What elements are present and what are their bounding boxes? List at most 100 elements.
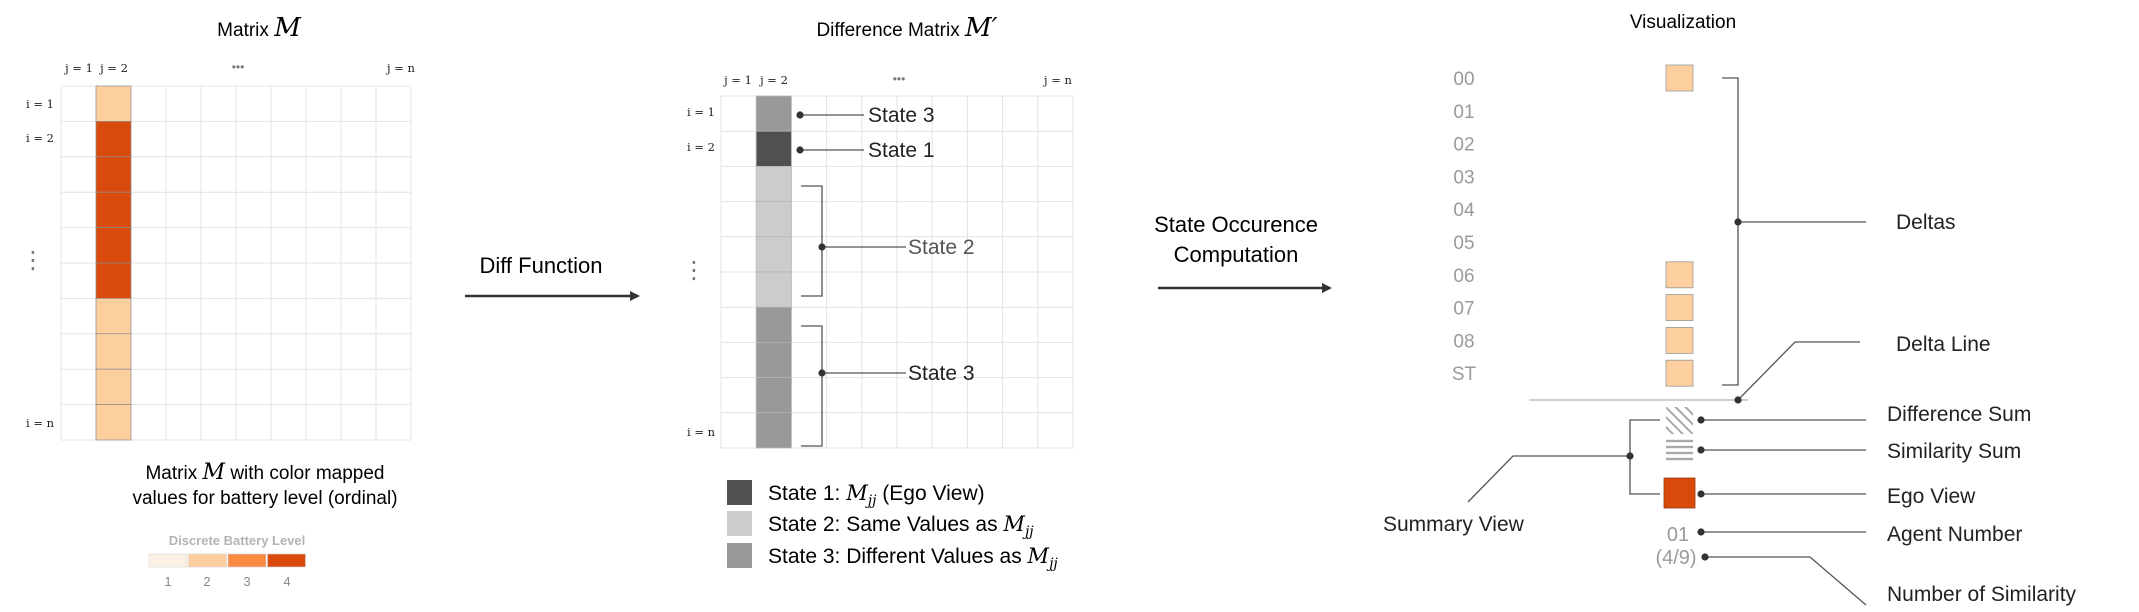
matrix-panel: Matrix M j = 1 j = 2 ••• j = n i = 1 i =… xyxy=(21,13,416,589)
matrix-cell-level-4 xyxy=(95,121,132,158)
difference-matrix-row-labels: i = 1 i = 2 ⋮ i = n xyxy=(682,105,716,439)
matrix-cell-level-2 xyxy=(95,404,132,441)
diff-col-ellipsis: ••• xyxy=(893,72,906,86)
matrix-col-label-1: j = 1 xyxy=(63,61,93,75)
matrix-row-label-1: i = 1 xyxy=(26,97,54,111)
similarity-sum-glyph xyxy=(1666,437,1693,461)
battery-legend-title: Discrete Battery Level xyxy=(169,533,306,548)
visualization-row-label: 03 xyxy=(1453,167,1474,188)
battery-legend-swatches xyxy=(148,553,306,568)
difference-sum-glyph xyxy=(1666,407,1693,434)
ego-view-dot xyxy=(1697,490,1705,498)
annotation-state3-bottom: State 3 xyxy=(908,362,975,385)
matrix-cells xyxy=(95,85,132,441)
state3-legend-text: State 3: Different Values as Mjj xyxy=(768,544,1058,572)
matrix-cell-level-2 xyxy=(95,368,132,405)
matrix-col-label-n: j = n xyxy=(385,61,416,75)
state1-dot xyxy=(796,146,804,154)
agent-number-dot xyxy=(1697,528,1705,536)
occurrence-label-line2: Computation xyxy=(1174,242,1299,267)
label-similarity-sum: Similarity Sum xyxy=(1887,440,2021,463)
visualization-connectors xyxy=(1467,77,1867,606)
visualization-labels: Deltas Delta Line Difference Sum Similar… xyxy=(1383,211,2077,606)
battery-legend: Discrete Battery Level 1 2 3 4 xyxy=(148,533,306,589)
diff-cell-state-2 xyxy=(755,236,792,273)
delta-box xyxy=(1665,294,1694,322)
matrix-row-label-n: i = n xyxy=(26,416,55,430)
state2-dot xyxy=(818,243,826,251)
state1-swatch xyxy=(727,480,752,505)
matrix-cell-level-4 xyxy=(95,227,132,264)
similarity-count-dot xyxy=(1701,553,1709,561)
state3-swatch xyxy=(727,543,752,568)
label-ego-view: Ego View xyxy=(1887,485,1976,508)
ego-view-glyph xyxy=(1663,477,1696,509)
visualization-rows: 00 01 02 03 04 05 06 07 08 ST xyxy=(1452,64,1694,387)
matrix-col-label-2: j = 2 xyxy=(98,61,128,75)
difference-sum-dot xyxy=(1697,416,1705,424)
matrix-col-ellipsis: ••• xyxy=(232,60,245,74)
visualization-row-label: 05 xyxy=(1453,233,1474,254)
state-annotation-dots xyxy=(796,111,826,377)
visualization-connector-dots xyxy=(1626,218,1742,561)
battery-legend-swatch-1 xyxy=(148,553,188,568)
diff-row-label-n: i = n xyxy=(687,425,716,439)
diff-function-step: Diff Function xyxy=(465,253,640,301)
visualization-row-label: 01 xyxy=(1453,102,1474,123)
label-deltas: Deltas xyxy=(1896,211,1956,234)
label-number-of-similarity: Number of Similarity xyxy=(1887,583,2077,606)
matrix-row-label-2: i = 2 xyxy=(26,131,54,145)
battery-legend-swatch-2 xyxy=(188,553,227,568)
label-summary-view: Summary View xyxy=(1383,513,1525,536)
battery-legend-label-1: 1 xyxy=(164,574,171,589)
state2-swatch xyxy=(727,511,752,536)
battery-legend-swatch-4 xyxy=(267,553,306,568)
summary-view-leader xyxy=(1467,455,1630,503)
diff-col-label-2: j = 2 xyxy=(758,73,788,87)
matrix-caption-line2: values for battery level (ordinal) xyxy=(132,488,397,509)
matrix-title: Matrix M xyxy=(217,13,302,43)
diff-row-ellipsis: ⋮ xyxy=(682,257,706,284)
label-agent-number: Agent Number xyxy=(1887,523,2022,546)
annotation-state1: State 1 xyxy=(868,139,935,162)
diff-cell-state-2 xyxy=(755,166,792,202)
summary-dot xyxy=(1626,452,1634,460)
difference-matrix-panel: Difference Matrix M′ j = 1 j = 2 ••• j =… xyxy=(682,13,1074,572)
diff-cell-state-3 xyxy=(755,95,792,132)
matrix-row-ellipsis: ⋮ xyxy=(21,247,45,274)
annotation-state2: State 2 xyxy=(908,236,975,259)
similarity-count: (4/9) xyxy=(1655,547,1696,569)
battery-legend-swatch-3 xyxy=(227,553,267,568)
label-difference-sum: Difference Sum xyxy=(1887,403,2031,426)
delta-box xyxy=(1665,261,1694,289)
visualization-row-label: 08 xyxy=(1453,331,1474,352)
label-delta-line: Delta Line xyxy=(1896,333,1991,356)
diff-function-label: Diff Function xyxy=(479,253,602,278)
occurrence-label-line1: State Occurence xyxy=(1154,212,1318,237)
similarity-sum-dot xyxy=(1697,446,1705,454)
difference-matrix-cells xyxy=(755,95,792,449)
diff-row-label-2: i = 2 xyxy=(687,140,715,154)
summary-bracket xyxy=(1629,419,1660,495)
agent-number: 01 xyxy=(1667,524,1689,546)
diff-col-label-1: j = 1 xyxy=(722,73,752,87)
state1-legend-text: State 1: Mjj (Ego View) xyxy=(768,481,985,509)
state3-top-dot xyxy=(796,111,804,119)
delta-line-leader xyxy=(1737,341,1860,401)
difference-matrix-column-labels: j = 1 j = 2 ••• j = n xyxy=(722,72,1072,87)
state-legend: State 1: Mjj (Ego View) State 2: Same Va… xyxy=(727,480,1058,572)
state-annotations xyxy=(800,114,906,447)
delta-box xyxy=(1665,359,1694,387)
visualization-row-label: 07 xyxy=(1453,299,1474,320)
visualization-row-label: 04 xyxy=(1453,200,1475,221)
matrix-cell-level-4 xyxy=(95,156,132,193)
state2-legend-text: State 2: Same Values as Mjj xyxy=(768,512,1034,540)
state3-bottom-dot xyxy=(818,369,826,377)
delta-box xyxy=(1665,64,1694,92)
matrix-cell-level-2 xyxy=(95,333,132,370)
diff-cell-state-3 xyxy=(755,306,792,343)
diff-row-label-1: i = 1 xyxy=(687,105,715,119)
visualization-row-label: 02 xyxy=(1453,135,1474,156)
occurrence-step: State Occurence Computation xyxy=(1154,212,1332,293)
